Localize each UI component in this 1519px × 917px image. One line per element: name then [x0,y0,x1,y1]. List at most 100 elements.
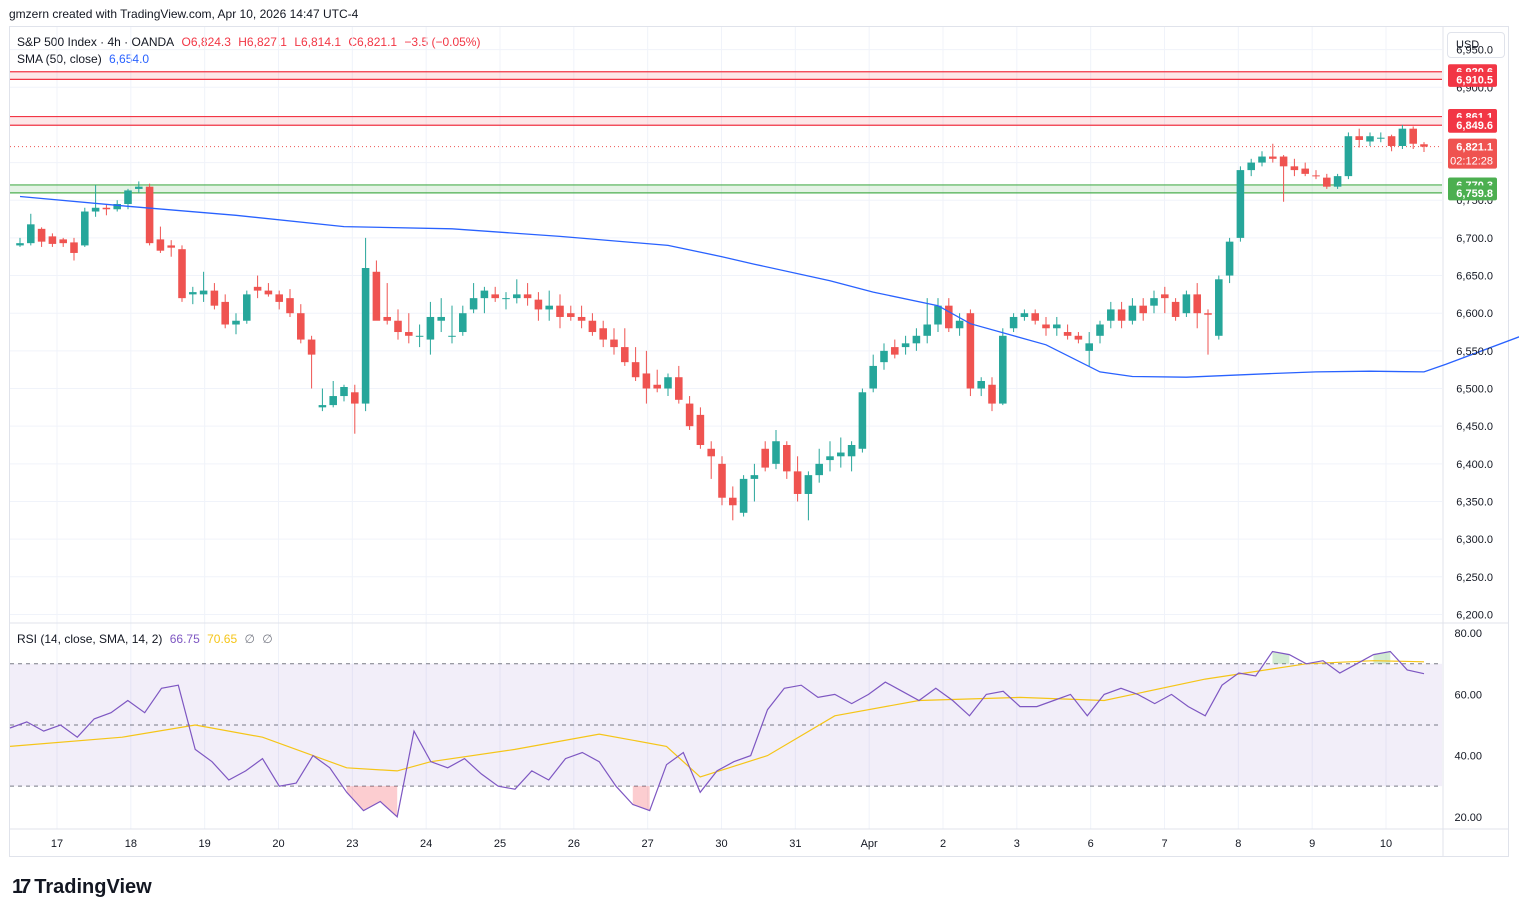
candle-body [448,335,456,337]
rsi-label[interactable]: RSI (14, close, SMA, 14, 2) [17,632,163,646]
candle-body [469,298,478,310]
candle-body [113,203,121,210]
candle-body [307,339,316,355]
price-tick-label: 6,400.0 [1456,459,1493,471]
chart-frame [9,26,1509,857]
candle-body [124,190,132,204]
sma-line [19,195,1519,378]
candle-body [167,245,175,248]
candle-body [48,236,57,244]
price-tick-label: 6,650.0 [1456,271,1493,283]
candle-body [750,475,759,479]
rsi-oversold-fill [346,786,398,817]
currency-button[interactable]: USD [1447,32,1505,58]
price-tick-label: 6,200.0 [1456,609,1493,621]
candle-body [491,294,499,299]
candle-body [523,294,532,299]
price-tag-last [1448,138,1497,169]
candle-body [1020,313,1029,317]
candle-body [534,299,543,310]
candle-body [1193,294,1201,314]
candle-body [1398,128,1407,146]
candle-body [426,316,435,340]
candle-body [1377,137,1385,139]
change-value: −3.5 (−0.05%) [404,35,481,49]
time-tick-label: 25 [494,838,506,850]
candle-body [1269,156,1277,159]
candle-body [1074,335,1083,340]
candle-body [642,373,651,389]
candle-body [383,316,391,321]
candle-body [1247,162,1255,171]
candle-body [1387,136,1396,146]
candle-body [1333,176,1342,187]
candle-body [1171,301,1180,317]
tradingview-brand[interactable]: 17 TradingView [12,876,152,899]
price-tag-label: 6,821.1 [1456,142,1493,154]
price-tag-label: 6,910.5 [1456,74,1493,86]
price-tag-label: 6,759.8 [1456,188,1493,200]
chart-credit: gmzern created with TradingView.com, Apr… [9,7,359,21]
resistance-band-upper-fill [10,71,1442,80]
candle-body [685,403,694,427]
brand-name: TradingView [34,876,152,898]
candle-body [599,328,607,340]
time-tick-label: 31 [789,838,801,850]
candle-body [81,211,89,246]
candle-body [577,316,586,321]
candle-body [1063,332,1072,336]
candle-body [1366,136,1374,142]
candle-body [1042,324,1050,329]
candle-body [556,305,564,317]
candle-body [869,365,877,389]
candle-body [739,478,748,513]
rsi-overbought-fill [1272,651,1290,664]
candle-body [1053,324,1061,329]
price-tick-label: 6,550.0 [1456,346,1493,358]
candle-body [610,339,618,348]
candle-body [1215,279,1223,336]
candle-body [1323,177,1331,187]
candle-body [1117,309,1126,321]
candle-body [1085,343,1093,351]
sma-label[interactable]: SMA (50, close) [17,52,102,66]
price-tick-label: 6,500.0 [1456,384,1493,396]
candle-body [253,286,262,291]
sma-value: 6,654.0 [109,52,150,66]
candle-body [189,292,197,295]
time-tick-label: 17 [51,838,63,850]
candle-body [815,463,823,476]
time-tick-label: 23 [346,838,358,850]
candle-body [91,207,100,212]
price-tag-label: 6,849.6 [1456,120,1493,132]
time-tick-label: 2 [940,838,946,850]
candle-body [16,243,24,246]
candle-body [653,384,661,389]
candle-body [826,456,834,461]
main-legend: S&P 500 Index · 4h · OANDA O6,824.3 H6,8… [17,35,484,49]
candle-body [696,414,705,446]
candle-body [793,471,802,494]
price-tick-label: 6,700.0 [1456,233,1493,245]
candle-body [664,377,672,389]
candle-body [567,313,575,317]
candle-body [361,268,370,404]
candle-body [977,380,985,389]
candle-body [772,441,780,464]
candle-body [329,396,337,406]
candle-body [1128,305,1137,321]
candle-body [912,335,921,344]
candle-body [847,445,856,457]
candle-body [955,320,964,329]
time-tick-label: 26 [568,838,580,850]
candle-body [70,242,78,253]
price-tick-label: 6,300.0 [1456,534,1493,546]
rsi-tick-label: 60.00 [1454,689,1482,701]
candle-body [1279,156,1288,167]
candle-body [891,347,899,355]
symbol-label[interactable]: S&P 500 Index · 4h · OANDA [17,35,175,49]
candle-body [545,305,553,310]
candle-body [1312,175,1320,177]
time-tick-label: 6 [1088,838,1094,850]
